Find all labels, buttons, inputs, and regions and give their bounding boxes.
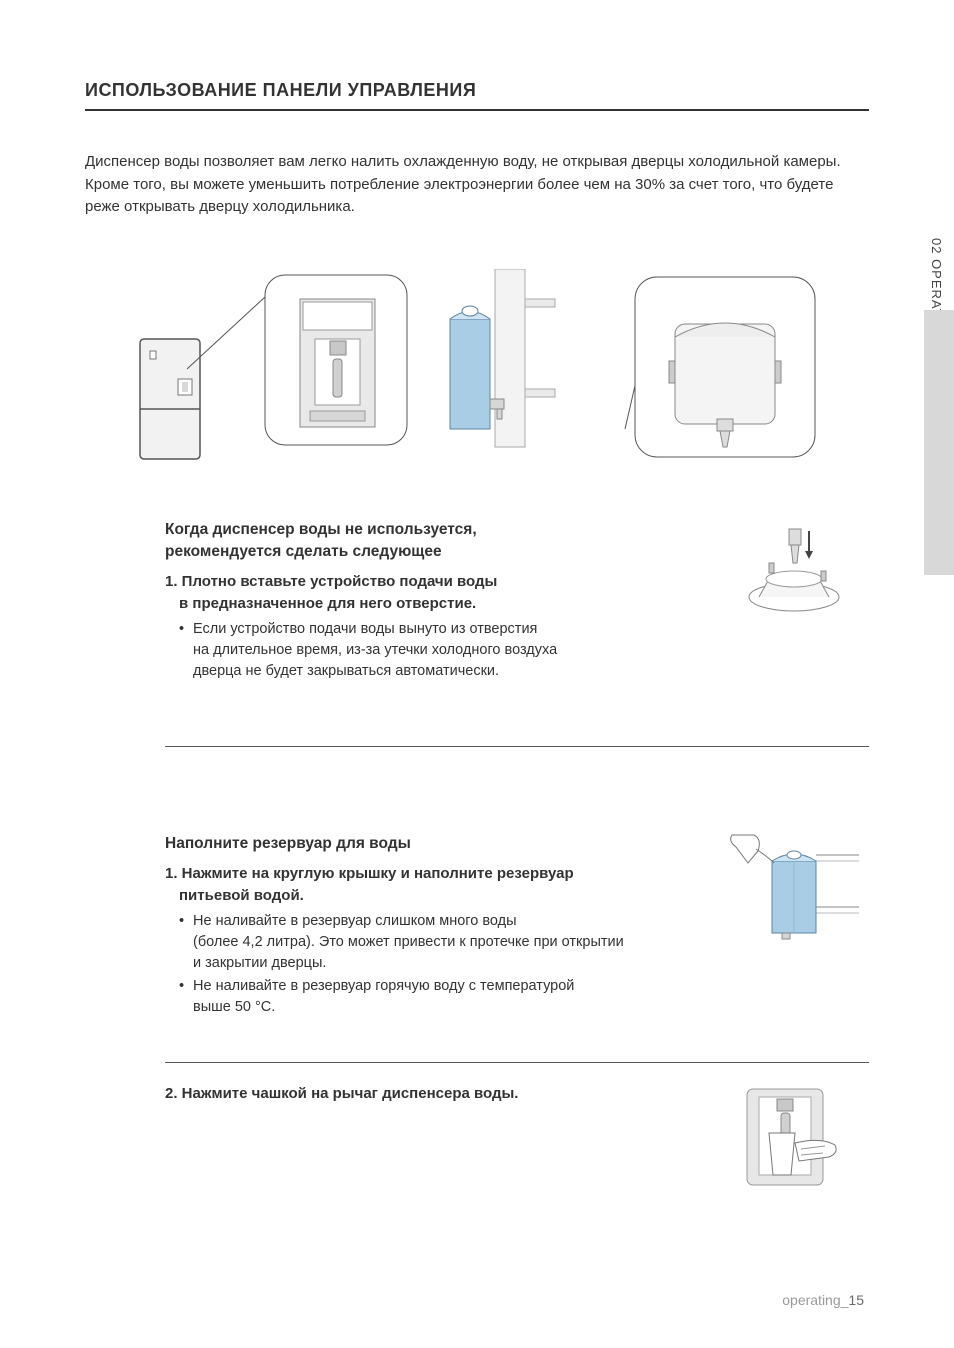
illustration-row (115, 269, 869, 469)
sec1-bullet: Если устройство подачи воды вынуто из от… (165, 619, 719, 682)
sec2-bullet-1: Не наливайте в резервуар слишком много в… (165, 911, 719, 974)
sec2-heading: Наполните резервуар для воды (165, 833, 719, 855)
sec1-rule (165, 746, 869, 747)
sec3-illustration (719, 1083, 869, 1193)
sec1-step1: 1. Плотно вставьте устройство подачи вод… (165, 571, 719, 615)
sec3-step: 2. Нажмите чашкой на рычаг диспенсера во… (165, 1083, 719, 1105)
illustration-tank-side (435, 269, 565, 449)
illustration-tank-front (585, 269, 825, 469)
side-tab-bar (924, 310, 954, 575)
section-fill-tank: Наполните резервуар для воды 1. Нажмите … (165, 833, 869, 1063)
sec1-heading: Когда диспенсер воды не используется, ре… (165, 519, 719, 564)
sec2-step1: 1. Нажмите на круглую крышку и наполните… (165, 863, 719, 907)
intro-paragraph: Диспенсер воды позволяет вам легко налит… (85, 151, 869, 219)
page-title: ИСПОЛЬЗОВАНИЕ ПАНЕЛИ УПРАВЛЕНИЯ (85, 80, 869, 111)
illustration-fridge (115, 269, 415, 469)
sec2-illustration (719, 833, 869, 943)
sec1-illustration (719, 519, 869, 619)
page-footer: operating_15 (782, 1292, 864, 1308)
sec2-bullet-2: Не наливайте в резервуар горячую воду с … (165, 976, 719, 1018)
sec2-rule (165, 1062, 869, 1063)
section-not-in-use: Когда диспенсер воды не используется, ре… (165, 519, 869, 747)
footer-page-number: 15 (848, 1292, 864, 1308)
footer-label: operating_ (782, 1292, 848, 1308)
section-press-lever: 2. Нажмите чашкой на рычаг диспенсера во… (165, 1083, 869, 1193)
